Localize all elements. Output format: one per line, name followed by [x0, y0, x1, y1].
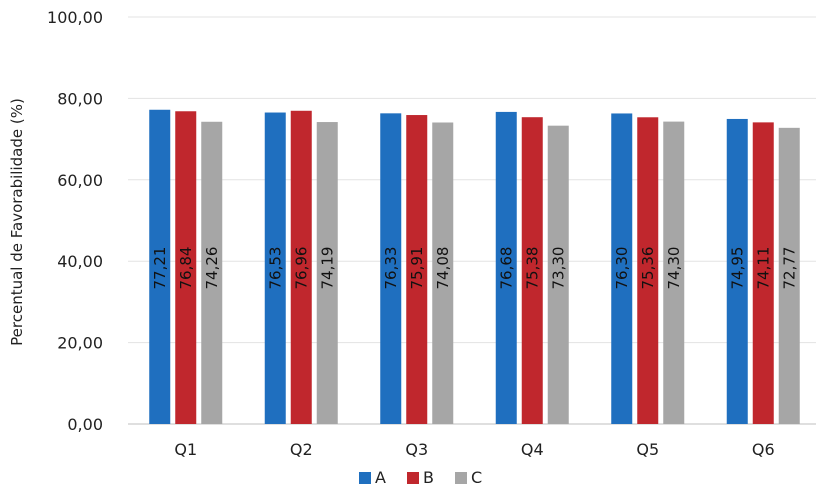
legend: A B C [359, 468, 482, 487]
x-axis-ticks: Q1 Q2 Q3 Q4 Q5 Q6 [174, 440, 774, 459]
data-label: 76,30 [613, 247, 631, 290]
data-label: 76,96 [292, 247, 310, 290]
bar-c-q5 [663, 121, 685, 424]
y-tick-label: 60,00 [57, 171, 103, 190]
data-label: 74,26 [203, 247, 221, 290]
data-label: 76,53 [266, 247, 284, 290]
x-tick-label: Q4 [521, 440, 544, 459]
legend-label: C [471, 468, 482, 487]
data-label: 75,91 [408, 247, 426, 290]
data-label: 74,19 [318, 247, 336, 290]
y-tick-label: 0,00 [67, 415, 103, 434]
data-label: 76,84 [177, 247, 195, 290]
bar-b-q1 [175, 111, 197, 424]
legend-label: A [375, 468, 386, 487]
legend-swatch [359, 472, 371, 484]
x-tick-label: Q5 [636, 440, 659, 459]
data-label: 74,95 [728, 247, 746, 290]
legend-swatch [407, 472, 419, 484]
data-label: 75,38 [523, 247, 541, 290]
bar-a-q3 [380, 113, 402, 424]
data-labels: 77,21 76,84 74,26 76,53 76,96 74,19 76,33 75,91… [151, 247, 799, 290]
bar-a-q6 [726, 118, 748, 425]
bar-a-q2 [264, 112, 286, 425]
bar-b-q2 [290, 110, 312, 424]
bar-b-q3 [406, 115, 428, 425]
y-tick-label: 20,00 [57, 334, 103, 353]
bar-b-q6 [752, 122, 774, 424]
data-label: 77,21 [151, 247, 169, 290]
bar-a-q1 [149, 109, 171, 424]
x-tick-label: Q1 [174, 440, 197, 459]
data-label: 75,36 [639, 247, 657, 290]
bars [149, 109, 800, 425]
legend-label: B [423, 468, 434, 487]
bar-c-q2 [316, 122, 338, 425]
grid [128, 16, 816, 425]
y-tick-label: 100,00 [47, 8, 103, 27]
data-label: 74,30 [665, 247, 683, 290]
y-tick-label: 80,00 [57, 89, 103, 108]
y-tick-label: 40,00 [57, 252, 103, 271]
bar-a-q4 [495, 111, 517, 424]
bar-b-q4 [521, 117, 543, 424]
data-label: 72,77 [780, 247, 798, 290]
bar-c-q6 [778, 127, 800, 424]
bar-c-q3 [432, 122, 454, 425]
x-tick-label: Q2 [290, 440, 313, 459]
bar-c-q4 [547, 125, 569, 424]
data-label: 76,68 [497, 247, 515, 290]
y-axis-ticks: 0,00 20,00 40,00 60,00 80,00 100,00 [47, 8, 103, 434]
data-label: 74,08 [434, 247, 452, 290]
data-label: 73,30 [549, 247, 567, 290]
data-label: 76,33 [382, 247, 400, 290]
bar-c-q1 [201, 121, 223, 424]
bar-b-q5 [637, 117, 659, 425]
y-axis-label: Percentual de Favorabilidade (%) [8, 98, 26, 346]
bar-a-q5 [611, 113, 633, 425]
x-tick-label: Q6 [752, 440, 775, 459]
legend-swatch [455, 472, 467, 484]
data-label: 74,11 [754, 247, 772, 290]
x-tick-label: Q3 [405, 440, 428, 459]
